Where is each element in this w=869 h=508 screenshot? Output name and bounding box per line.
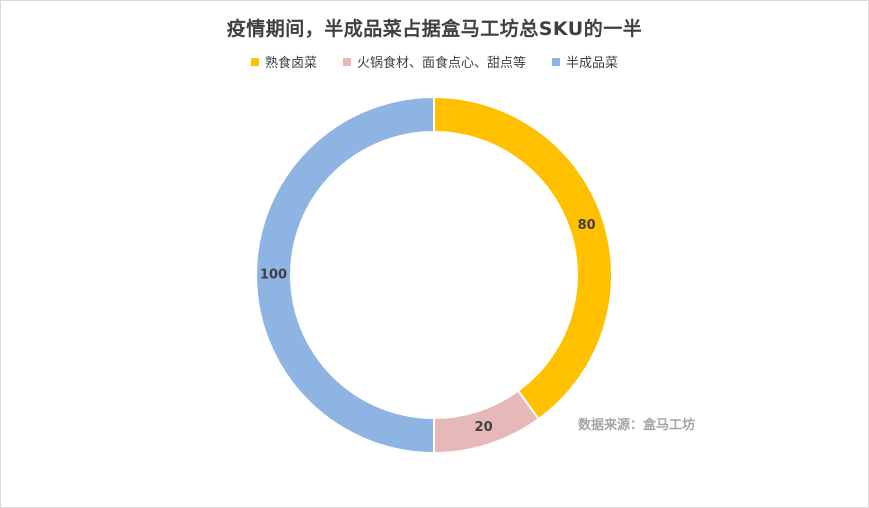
chart-title: 疫情期间，半成品菜占据盒马工坊总SKU的一半 — [226, 18, 643, 40]
legend-label-2: 半成品菜 — [566, 56, 619, 71]
data-label-0: 80 — [578, 218, 596, 233]
legend-swatch-0 — [250, 57, 259, 66]
source-note: 数据来源：盒马工坊 — [578, 418, 696, 433]
legend-item-2: 半成品菜 — [552, 52, 618, 71]
legend-swatch-2 — [552, 57, 560, 66]
legend-label-0: 熟食卤菜 — [264, 56, 317, 71]
legend-item-1: 火锅食材、面食点心、甜点等 — [342, 52, 526, 71]
data-label-1: 20 — [475, 420, 493, 435]
legend-item-0: 熟食卤菜 — [250, 52, 317, 71]
chart-legend: 熟食卤菜 火锅食材、面食点心、甜点等 半成品菜 — [0, 52, 869, 71]
data-label-2: 100 — [260, 268, 287, 283]
legend-label-1: 火锅食材、面食点心、甜点等 — [356, 56, 526, 71]
donut-slice-0 — [433, 95, 613, 421]
legend-swatch-1 — [342, 57, 351, 66]
donut-data-labels: 80 20 100 — [260, 218, 596, 435]
donut-slice-2 — [255, 95, 435, 455]
donut-slices — [255, 95, 613, 455]
